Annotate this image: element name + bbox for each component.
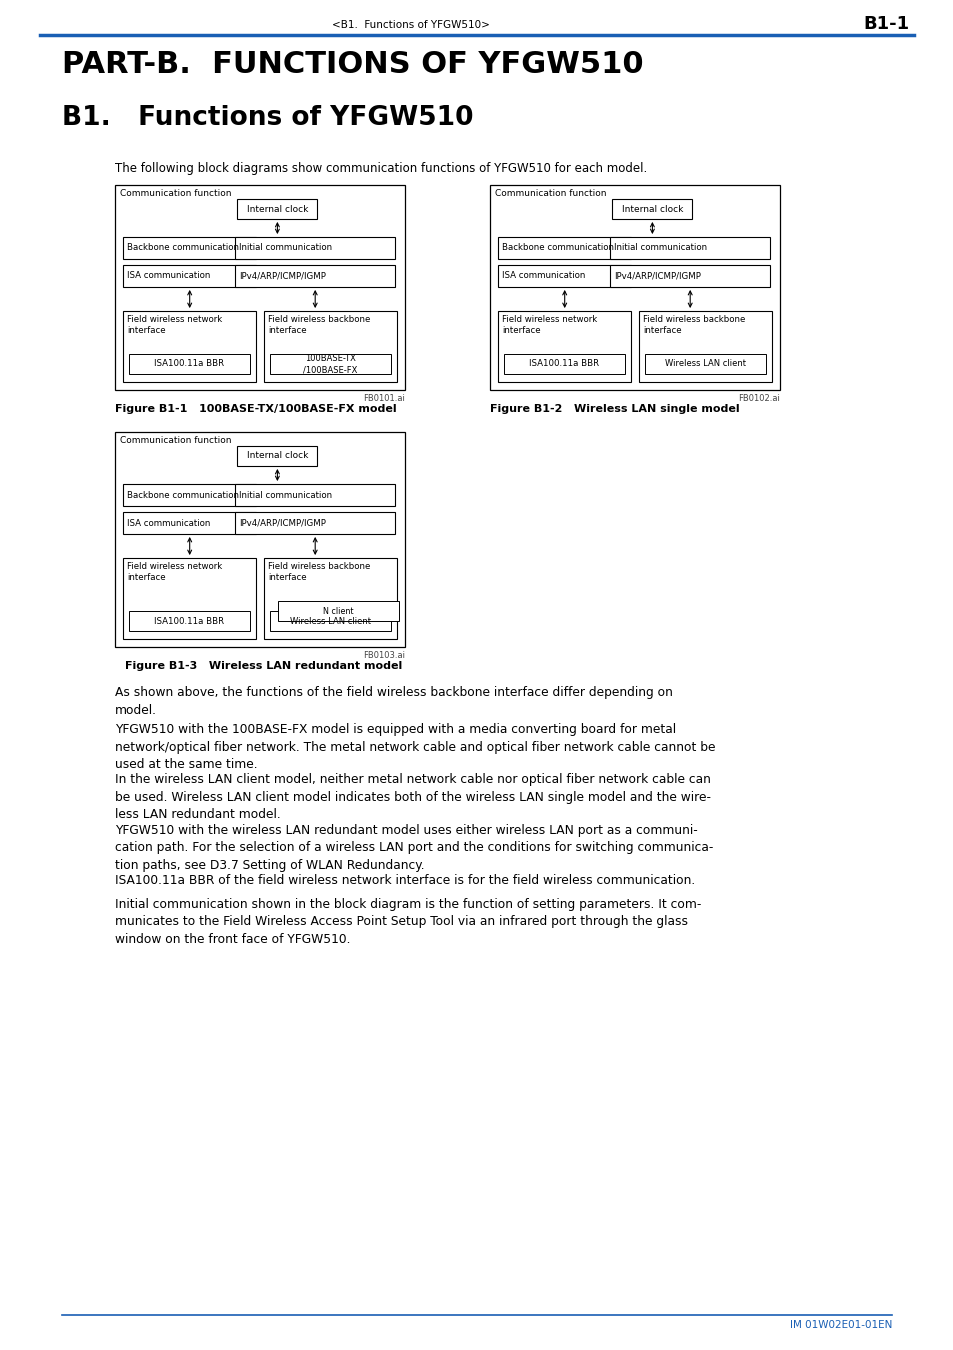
Bar: [497, 310, 630, 382]
Text: FB0101.ai: FB0101.ai: [363, 394, 405, 404]
Bar: [270, 354, 391, 374]
Bar: [610, 265, 769, 288]
Bar: [123, 558, 255, 639]
Text: ISA100.11a BBR of the field wireless network interface is for the field wireless: ISA100.11a BBR of the field wireless net…: [115, 875, 695, 887]
Text: ISA100.11a BBR: ISA100.11a BBR: [154, 359, 224, 369]
Text: Field wireless backbone
interface: Field wireless backbone interface: [268, 315, 370, 335]
Text: ISA communication: ISA communication: [127, 271, 211, 281]
Bar: [503, 354, 624, 374]
Bar: [264, 558, 396, 639]
Text: Communication function: Communication function: [120, 436, 232, 446]
Text: ISA communication: ISA communication: [127, 518, 211, 528]
Bar: [639, 310, 771, 382]
Bar: [237, 198, 317, 219]
Text: Wireless LAN client: Wireless LAN client: [664, 359, 745, 369]
Bar: [123, 310, 255, 382]
Bar: [497, 265, 631, 288]
Text: Initial communication shown in the block diagram is the function of setting para: Initial communication shown in the block…: [115, 898, 700, 946]
Text: Figure B1-3   Wireless LAN redundant model: Figure B1-3 Wireless LAN redundant model: [125, 662, 402, 671]
Text: ISA100.11a BBR: ISA100.11a BBR: [154, 617, 224, 625]
Bar: [612, 198, 692, 219]
Text: Backbone communication: Backbone communication: [127, 490, 239, 500]
Bar: [610, 238, 769, 259]
Bar: [115, 185, 405, 390]
Text: Figure B1-1   100BASE-TX/100BASE-FX model: Figure B1-1 100BASE-TX/100BASE-FX model: [115, 404, 396, 414]
Text: 100BASE-TX
/100BASE-FX: 100BASE-TX /100BASE-FX: [303, 354, 357, 374]
Text: IPv4/ARP/ICMP/IGMP: IPv4/ARP/ICMP/IGMP: [614, 271, 700, 281]
Text: Field wireless network
interface: Field wireless network interface: [501, 315, 597, 335]
Text: YFGW510 with the 100BASE-FX model is equipped with a media converting board for : YFGW510 with the 100BASE-FX model is equ…: [115, 724, 715, 771]
Text: Field wireless network
interface: Field wireless network interface: [127, 315, 222, 335]
Text: B1.   Functions of YFGW510: B1. Functions of YFGW510: [62, 105, 473, 131]
Text: ISA communication: ISA communication: [501, 271, 585, 281]
Bar: [123, 265, 256, 288]
Bar: [235, 265, 395, 288]
Text: FB0103.ai: FB0103.ai: [363, 651, 405, 660]
Bar: [129, 354, 250, 374]
Bar: [129, 612, 250, 630]
Bar: [644, 354, 765, 374]
Bar: [490, 185, 780, 390]
Text: Internal clock: Internal clock: [247, 204, 308, 213]
Bar: [497, 238, 631, 259]
Bar: [277, 601, 398, 621]
Text: Internal clock: Internal clock: [621, 204, 682, 213]
Text: Figure B1-2   Wireless LAN single model: Figure B1-2 Wireless LAN single model: [490, 404, 739, 414]
Text: Initial communication: Initial communication: [614, 243, 707, 252]
Text: Communication function: Communication function: [120, 189, 232, 198]
Text: Backbone communication: Backbone communication: [127, 243, 239, 252]
Text: IM 01W02E01-01EN: IM 01W02E01-01EN: [789, 1320, 891, 1330]
Text: Initial communication: Initial communication: [239, 490, 333, 500]
Text: PART-B.  FUNCTIONS OF YFGW510: PART-B. FUNCTIONS OF YFGW510: [62, 50, 643, 80]
Text: As shown above, the functions of the field wireless backbone interface differ de: As shown above, the functions of the fie…: [115, 686, 672, 717]
Bar: [123, 238, 256, 259]
Text: Backbone communication: Backbone communication: [501, 243, 614, 252]
Bar: [235, 485, 395, 506]
Text: Initial communication: Initial communication: [239, 243, 333, 252]
Text: Field wireless network
interface: Field wireless network interface: [127, 562, 222, 582]
Text: B1-1: B1-1: [863, 15, 909, 32]
Text: Field wireless backbone
interface: Field wireless backbone interface: [642, 315, 744, 335]
Text: IPv4/ARP/ICMP/IGMP: IPv4/ARP/ICMP/IGMP: [239, 271, 326, 281]
Bar: [235, 238, 395, 259]
Text: IPv4/ARP/ICMP/IGMP: IPv4/ARP/ICMP/IGMP: [239, 518, 326, 528]
Text: YFGW510 with the wireless LAN redundant model uses either wireless LAN port as a: YFGW510 with the wireless LAN redundant …: [115, 824, 713, 872]
Text: Wireless LAN client: Wireless LAN client: [290, 617, 371, 625]
Bar: [115, 432, 405, 647]
Bar: [123, 512, 256, 535]
Text: FB0102.ai: FB0102.ai: [738, 394, 780, 404]
Bar: [270, 612, 391, 630]
Text: Field wireless backbone
interface: Field wireless backbone interface: [268, 562, 370, 582]
Text: <B1.  Functions of YFGW510>: <B1. Functions of YFGW510>: [332, 20, 490, 30]
Text: In the wireless LAN client model, neither metal network cable nor optical fiber : In the wireless LAN client model, neithe…: [115, 774, 710, 822]
Text: The following block diagrams show communication functions of YFGW510 for each mo: The following block diagrams show commun…: [115, 162, 646, 176]
Bar: [123, 485, 256, 506]
Text: Communication function: Communication function: [495, 189, 606, 198]
Text: Internal clock: Internal clock: [247, 451, 308, 460]
Bar: [264, 310, 396, 382]
Bar: [237, 446, 317, 466]
Text: N client: N client: [323, 606, 354, 616]
Bar: [235, 512, 395, 535]
Text: ISA100.11a BBR: ISA100.11a BBR: [529, 359, 598, 369]
